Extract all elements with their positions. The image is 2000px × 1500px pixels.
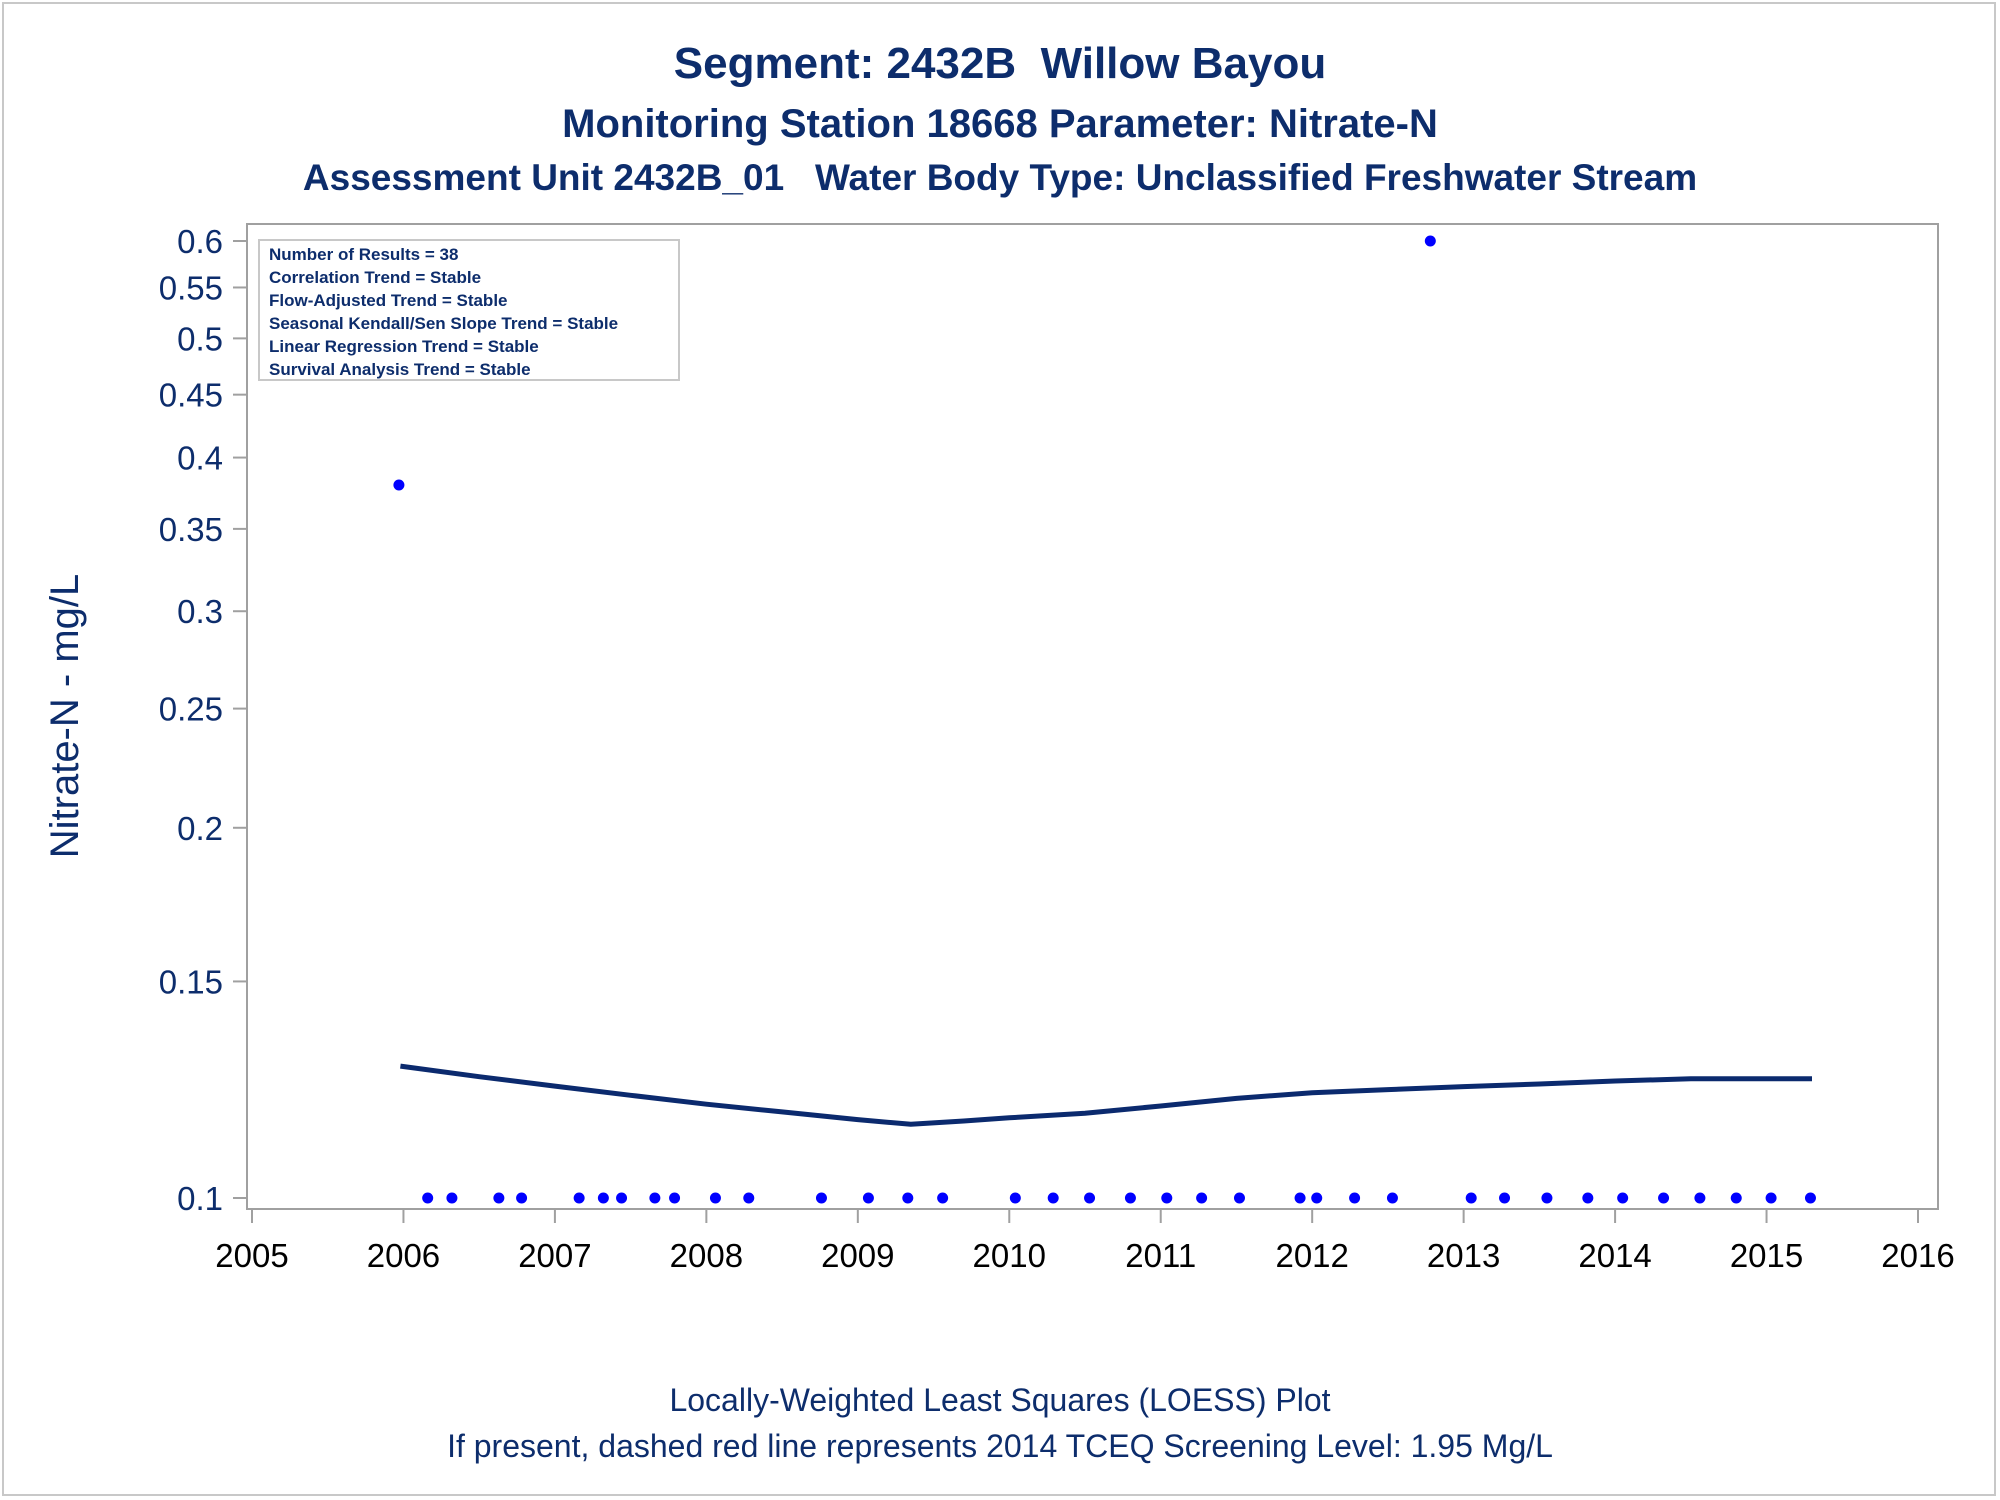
- data-point: [1009, 1192, 1021, 1204]
- y-tick-label: 0.55: [159, 269, 223, 306]
- data-point: [1161, 1192, 1173, 1204]
- footnote-screening-level: If present, dashed red line represents 2…: [447, 1428, 1553, 1464]
- data-point: [1386, 1192, 1398, 1204]
- loess-line: [400, 1063, 1812, 1127]
- data-point: [1694, 1192, 1706, 1204]
- stats-line: Flow-Adjusted Trend = Stable: [269, 291, 508, 310]
- points-layer: [393, 235, 1816, 1204]
- y-tick-label: 0.2: [177, 810, 223, 847]
- x-tick-label: 2007: [518, 1237, 591, 1274]
- y-axis-label: Nitrate-N - mg/L: [43, 574, 87, 859]
- stats-line: Linear Regression Trend = Stable: [269, 337, 539, 356]
- y-tick-label: 0.35: [159, 511, 223, 548]
- data-point: [493, 1192, 505, 1204]
- y-tick-label: 0.1: [177, 1180, 223, 1217]
- y-axis: 0.1 0.15 0.2 0.25 0.3 0.35 0.4 0.45 0.5 0.55 0.6: [159, 223, 247, 1217]
- chart-title: Segment: 2432B Willow Bayou: [674, 39, 1326, 88]
- data-point: [1084, 1192, 1096, 1204]
- data-point: [902, 1192, 914, 1204]
- data-point: [573, 1192, 585, 1204]
- data-point: [1349, 1192, 1361, 1204]
- x-tick-label: 2011: [1125, 1237, 1196, 1274]
- y-tick-label: 0.45: [159, 377, 223, 414]
- data-point: [1804, 1192, 1816, 1204]
- data-point: [862, 1192, 874, 1204]
- footnote-loess: Locally-Weighted Least Squares (LOESS) P…: [669, 1382, 1330, 1418]
- data-point: [1617, 1192, 1629, 1204]
- x-tick-label: 2014: [1578, 1237, 1651, 1274]
- y-tick-label: 0.6: [177, 223, 223, 260]
- x-tick-label: 2008: [670, 1237, 743, 1274]
- stats-box: Number of Results = 38 Correlation Trend …: [258, 239, 680, 381]
- x-tick-label: 2005: [215, 1237, 288, 1274]
- y-tick-label: 0.5: [177, 320, 223, 357]
- data-point: [1765, 1192, 1777, 1204]
- data-point: [1541, 1192, 1553, 1204]
- data-point: [743, 1192, 755, 1204]
- loess-layer: [400, 1063, 1812, 1127]
- data-point: [669, 1192, 681, 1204]
- data-point: [393, 479, 405, 491]
- y-tick-label: 0.4: [177, 440, 223, 477]
- data-point: [1233, 1192, 1245, 1204]
- data-point: [1047, 1192, 1059, 1204]
- data-point: [422, 1192, 434, 1204]
- x-tick-label: 2009: [821, 1237, 894, 1274]
- data-point: [937, 1192, 949, 1204]
- stats-line: Survival Analysis Trend = Stable: [269, 360, 531, 379]
- data-point: [1311, 1192, 1323, 1204]
- data-point: [1658, 1192, 1670, 1204]
- data-point: [649, 1192, 661, 1204]
- y-tick-label: 0.15: [159, 963, 223, 1000]
- stats-line: Seasonal Kendall/Sen Slope Trend = Stabl…: [269, 314, 618, 333]
- y-tick-label: 0.3: [177, 593, 223, 630]
- data-point: [709, 1192, 721, 1204]
- stats-line: Number of Results = 38: [269, 245, 458, 264]
- x-tick-label: 2016: [1881, 1237, 1954, 1274]
- chart-subtitle: Monitoring Station 18668 Parameter: Nitr…: [562, 102, 1438, 146]
- data-point: [1294, 1192, 1306, 1204]
- x-tick-label: 2010: [973, 1237, 1046, 1274]
- data-point: [597, 1192, 609, 1204]
- data-point: [1465, 1192, 1477, 1204]
- x-tick-label: 2013: [1427, 1237, 1500, 1274]
- stats-box-border: [258, 239, 680, 381]
- plot-area: [246, 223, 1939, 1210]
- data-point: [446, 1192, 458, 1204]
- stats-line: Correlation Trend = Stable: [269, 268, 481, 287]
- x-tick-label: 2006: [367, 1237, 440, 1274]
- data-point: [1196, 1192, 1208, 1204]
- data-point: [1499, 1192, 1511, 1204]
- y-tick-label: 0.25: [159, 691, 223, 728]
- data-point: [815, 1192, 827, 1204]
- x-tick-label: 2015: [1730, 1237, 1803, 1274]
- data-point: [1424, 235, 1436, 247]
- data-point: [1730, 1192, 1742, 1204]
- data-point: [616, 1192, 628, 1204]
- data-point: [1124, 1192, 1136, 1204]
- chart-subtitle-2: Assessment Unit 2432B_01 Water Body Type…: [303, 157, 1697, 198]
- x-tick-label: 2012: [1275, 1237, 1348, 1274]
- data-point: [516, 1192, 528, 1204]
- data-point: [1582, 1192, 1594, 1204]
- x-axis: 2005 2006 2007 2008 2009 2010 2011 2012 2013 2014…: [215, 1209, 1955, 1274]
